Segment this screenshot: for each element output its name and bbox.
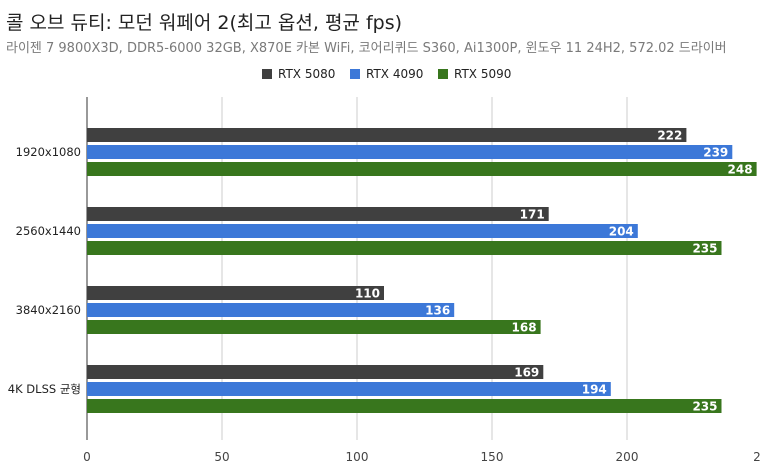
bar-value-label: 110 <box>355 287 380 301</box>
x-tick-label: 2 <box>753 450 760 464</box>
x-tick-label: 100 <box>346 450 369 464</box>
bar-value-label: 248 <box>728 163 753 177</box>
bar-value-label: 194 <box>582 383 607 397</box>
y-category-label: 2560x1440 <box>16 224 81 238</box>
bar-value-label: 204 <box>609 225 634 239</box>
y-category-label: 3840x2160 <box>16 303 81 317</box>
bar <box>87 241 722 255</box>
bar-value-label: 239 <box>703 146 728 160</box>
x-tick-label: 200 <box>616 450 639 464</box>
legend-swatch <box>438 69 448 79</box>
bar-value-label: 235 <box>692 400 717 414</box>
bar-value-label: 168 <box>512 321 537 335</box>
bar <box>87 224 638 238</box>
chart-title: 콜 오브 듀티: 모던 워페어 2(최고 옵션, 평균 fps) <box>6 12 403 34</box>
bar <box>87 286 384 300</box>
chart-subtitle: 라이젠 7 9800X3D, DDR5-6000 32GB, X870E 카본 … <box>6 41 727 56</box>
legend-label: RTX 5080 <box>278 67 335 81</box>
bar <box>87 382 611 396</box>
legend-swatch <box>350 69 360 79</box>
bar <box>87 145 733 159</box>
bar <box>87 399 722 413</box>
x-tick-label: 50 <box>214 450 229 464</box>
legend-label: RTX 4090 <box>366 67 423 81</box>
legend-swatch <box>262 69 272 79</box>
bar <box>87 303 455 317</box>
bar <box>87 128 687 142</box>
bar-value-label: 171 <box>520 208 545 222</box>
x-tick-label: 150 <box>481 450 504 464</box>
bar <box>87 207 549 221</box>
bar-value-label: 169 <box>514 366 539 380</box>
bar-value-label: 136 <box>425 304 450 318</box>
x-tick-label: 0 <box>83 450 91 464</box>
bar <box>87 365 544 379</box>
bar-value-label: 235 <box>692 242 717 256</box>
legend-label: RTX 5090 <box>454 67 511 81</box>
bar <box>87 162 757 176</box>
bar <box>87 320 541 334</box>
y-category-label: 1920x1080 <box>16 145 81 159</box>
bar-value-label: 222 <box>657 129 682 143</box>
y-category-label: 4K DLSS 균형 <box>8 382 81 396</box>
